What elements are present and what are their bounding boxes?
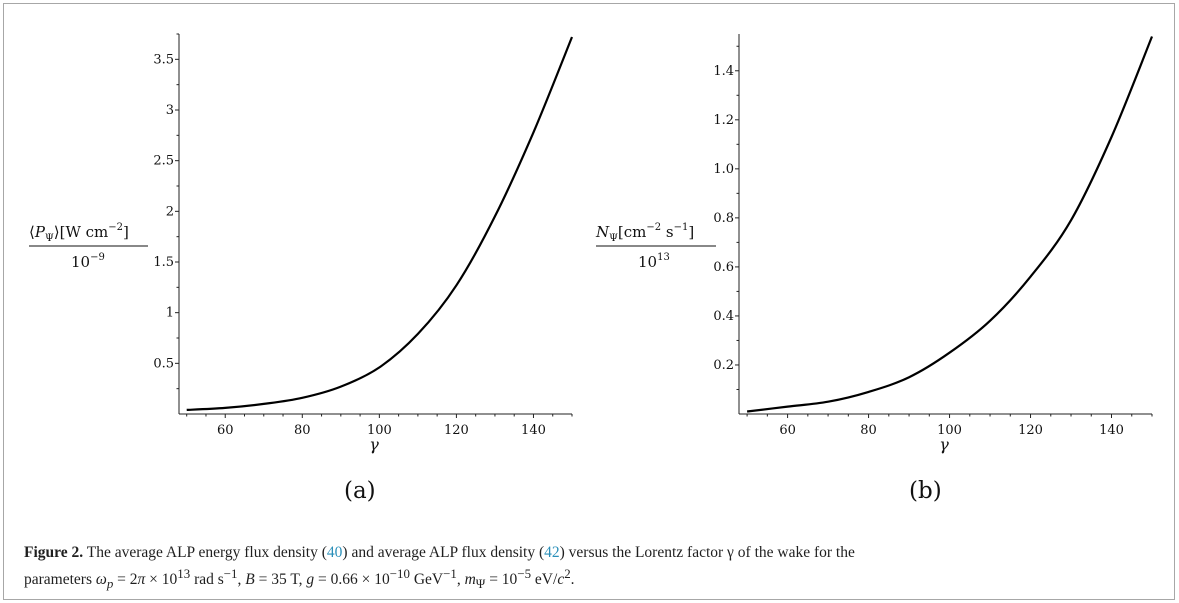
y-tick-label: 1 <box>166 306 174 321</box>
panel-a-sublabel: (a) <box>344 478 376 504</box>
eq-ref-40[interactable]: 40 <box>326 544 343 561</box>
panel-a: 60 80 100 120 140 0.5 1 1.5 2 2.5 3 3.5 γ ⟨PΨ⟩[W c… <box>29 33 574 504</box>
panel-b-x-ticks: 60 80 100 120 140 <box>746 414 1153 438</box>
panel-b-ylabel: NΨ[cm−2 s−1] 1013 <box>595 222 716 271</box>
panel-a-y-ticks: 0.5 1 1.5 2 2.5 3 3.5 <box>153 33 179 390</box>
panel-b-sublabel: (b) <box>909 478 942 504</box>
x-tick-label: 60 <box>217 423 234 438</box>
panel-b-y-ticks: 0.2 0.4 0.6 0.8 1.0 1.2 1.4 <box>713 45 739 390</box>
panel-a-xlabel: γ <box>369 435 379 454</box>
x-tick-label: 140 <box>1099 423 1124 438</box>
caption-line-2: parameters ωp = 2π × 1013 rad s−1, B = 3… <box>24 566 575 592</box>
panel-b: 60 80 100 120 140 0.2 0.4 0.6 0.8 1.0 1.2 1.4 γ NΨ… <box>595 34 1154 504</box>
panel-a-x-ticks: 60 80 100 120 140 <box>186 414 573 438</box>
y-tick-label: 1.0 <box>713 162 734 177</box>
panel-b-xlabel: γ <box>939 435 949 454</box>
y-tick-label: 0.8 <box>713 211 734 226</box>
figure-plots: 60 80 100 120 140 0.5 1 1.5 2 2.5 3 3.5 γ ⟨PΨ⟩[W c… <box>29 33 1154 504</box>
caption-text-2: ) and average ALP flux density ( <box>342 544 545 561</box>
caption-label: Figure 2. <box>24 544 84 561</box>
y-tick-label: 0.5 <box>153 356 174 371</box>
caption-text-3: ) versus the Lorentz factor γ of the wak… <box>559 544 855 561</box>
x-tick-label: 120 <box>444 423 469 438</box>
panel-b-curve <box>746 36 1154 413</box>
eq-ref-42[interactable]: 42 <box>544 544 560 561</box>
y-tick-label: 3 <box>166 103 174 118</box>
y-tick-label: 2.5 <box>153 154 174 169</box>
y-tick-label: 1.2 <box>713 113 734 128</box>
panel-a-ylabel-den: 10−9 <box>71 252 105 271</box>
figure-frame: 60 80 100 120 140 0.5 1 1.5 2 2.5 3 3.5 γ ⟨PΨ⟩[W c… <box>3 3 1175 600</box>
y-tick-label: 0.2 <box>713 358 734 373</box>
x-tick-label: 80 <box>294 423 311 438</box>
y-tick-label: 2 <box>166 204 174 219</box>
figure-caption: Figure 2. The average ALP energy flux de… <box>24 542 1164 594</box>
panel-b-ylabel-den: 1013 <box>638 252 670 271</box>
x-tick-label: 100 <box>937 423 962 438</box>
y-tick-label: 0.4 <box>713 309 734 324</box>
panel-a-ylabel-num: ⟨PΨ⟩[W cm−2] <box>29 222 129 244</box>
y-tick-label: 1.4 <box>713 64 734 79</box>
x-tick-label: 80 <box>860 423 877 438</box>
panel-a-curve <box>186 36 574 411</box>
y-tick-label: 1.5 <box>153 255 174 270</box>
panel-b-ylabel-num: NΨ[cm−2 s−1] <box>595 222 694 244</box>
y-tick-label: 3.5 <box>153 52 174 67</box>
panel-a-ylabel: ⟨PΨ⟩[W cm−2] 10−9 <box>29 222 148 271</box>
caption-text-1: The average ALP energy flux density ( <box>83 544 327 561</box>
x-tick-label: 140 <box>521 423 546 438</box>
x-tick-label: 100 <box>367 423 392 438</box>
x-tick-label: 60 <box>779 423 796 438</box>
y-tick-label: 0.6 <box>713 260 734 275</box>
x-tick-label: 120 <box>1018 423 1043 438</box>
